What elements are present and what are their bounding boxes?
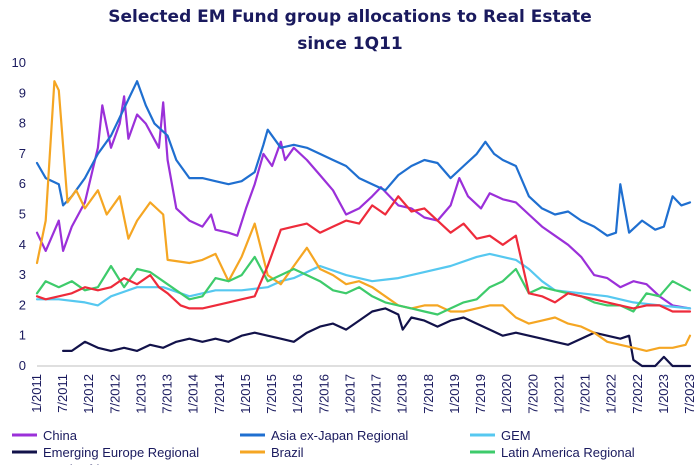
- y-tick-label: 0: [19, 358, 26, 373]
- y-tick-label: 5: [19, 207, 26, 222]
- chart-title-line-1: Selected EM Fund group allocations to Re…: [108, 7, 592, 27]
- x-tick-label: 1/2019: [447, 374, 462, 414]
- x-tick-label: 1/2015: [238, 374, 253, 414]
- legend-label: Asia ex-Japan Regional: [271, 428, 408, 443]
- x-tick-label: 1/2023: [656, 374, 671, 414]
- series-line-brazil: [35, 80, 692, 352]
- x-tick-label: 1/2021: [551, 374, 566, 414]
- legend-label: Brazil: [271, 445, 304, 460]
- x-tick-label: 7/2013: [160, 374, 175, 414]
- y-tick-label: 4: [19, 237, 26, 252]
- legend: China Asia ex-Japan Regional GEM Emerging E…: [12, 428, 635, 465]
- legend-item-emerging-europe-regional: Emerging Europe Regional: [12, 445, 199, 460]
- y-tick-label: 3: [19, 267, 26, 282]
- y-tick-label: 1: [19, 328, 26, 343]
- x-axis: 1/2011 7/2011 1/2012 7/2012 1/2013 7/2013 1/20…: [29, 365, 697, 414]
- x-tick-label: 7/2015: [264, 374, 279, 414]
- x-tick-label: 1/2014: [186, 374, 201, 414]
- x-tick-label: 1/2020: [499, 374, 514, 414]
- legend-item-brazil: Brazil: [240, 445, 304, 460]
- x-tick-label: 1/2012: [81, 374, 96, 414]
- legend-label: South Africa: [43, 462, 114, 465]
- series-line-latin-america-regional: [35, 255, 692, 316]
- x-tick-label: 7/2018: [421, 374, 436, 414]
- y-tick-label: 9: [19, 85, 26, 100]
- legend-item-south-africa: South Africa: [43, 462, 114, 465]
- x-tick-label: 1/2016: [290, 374, 305, 414]
- x-tick-label: 7/2020: [525, 374, 540, 414]
- legend-item-asia-ex-japan-regional: Asia ex-Japan Regional: [240, 428, 408, 443]
- x-tick-label: 1/2022: [604, 374, 619, 414]
- series-line-south-africa: [35, 195, 692, 313]
- x-tick-label: 7/2016: [316, 374, 331, 414]
- legend-label: Emerging Europe Regional: [43, 445, 199, 460]
- x-tick-label: 1/2013: [133, 374, 148, 414]
- x-tick-label: 7/2012: [107, 374, 122, 414]
- legend-item-latin-america-regional: Latin America Regional: [470, 445, 635, 460]
- x-tick-label: 7/2019: [473, 374, 488, 414]
- x-tick-label: 7/2023: [682, 374, 697, 414]
- x-tick-label: 1/2011: [29, 374, 44, 413]
- x-tick-label: 7/2017: [369, 374, 384, 414]
- legend-item-china: China: [12, 428, 78, 443]
- x-tick-label: 7/2014: [212, 374, 227, 414]
- legend-label: Latin America Regional: [501, 445, 635, 460]
- x-tick-label: 1/2017: [342, 374, 357, 414]
- legend-label: China: [43, 428, 78, 443]
- chart-title: Selected EM Fund group allocations to Re…: [0, 4, 700, 58]
- y-tick-label: 2: [19, 297, 26, 312]
- y-tick-label: 8: [19, 116, 26, 131]
- y-tick-label: 6: [19, 176, 26, 191]
- series-line-emerging-europe-regional: [62, 307, 692, 368]
- series-line-asia-ex-japan-regional: [35, 80, 692, 237]
- legend-label: GEM: [501, 428, 531, 443]
- x-tick-label: 1/2018: [395, 374, 410, 414]
- y-tick-label: 7: [19, 146, 26, 161]
- y-tick-label: 10: [12, 55, 26, 70]
- series-line-china: [35, 95, 692, 310]
- series-lines: [35, 80, 692, 368]
- chart-title-line-2: since 1Q11: [297, 34, 403, 54]
- x-tick-label: 7/2021: [578, 374, 593, 414]
- x-tick-label: 7/2022: [630, 374, 645, 414]
- legend-item-gem: GEM: [470, 428, 531, 443]
- x-tick-label: 7/2011: [55, 374, 70, 413]
- y-axis-ticks: 0 1 2 3 4 5 6 7 8 9 10: [12, 55, 26, 373]
